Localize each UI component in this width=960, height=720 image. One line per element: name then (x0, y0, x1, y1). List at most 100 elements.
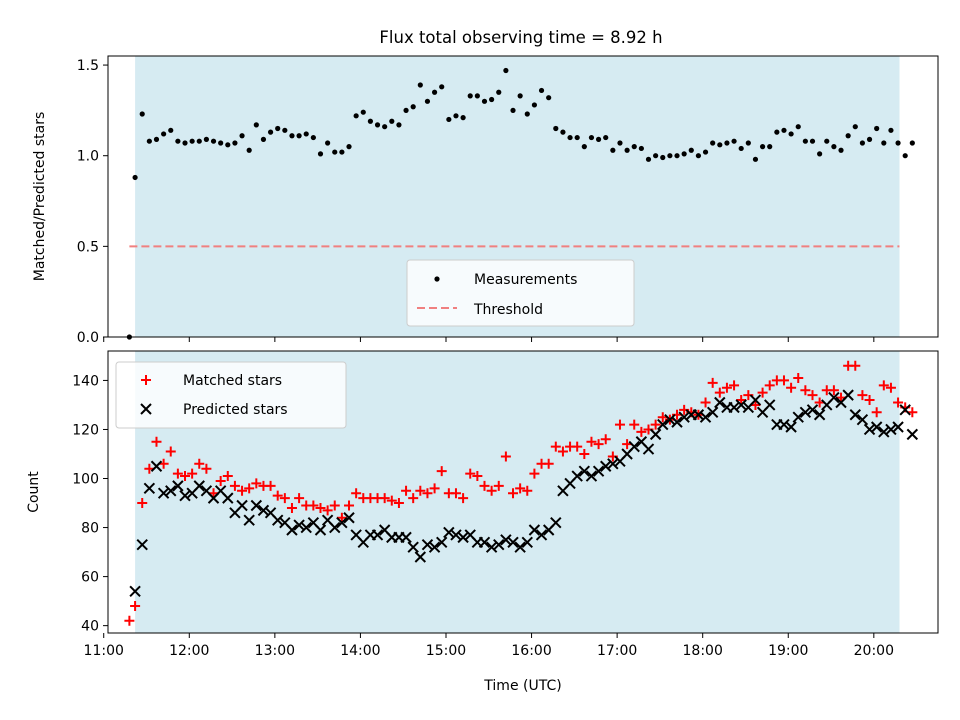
measurement-point (517, 93, 523, 99)
matched-star-point (479, 480, 490, 491)
matched-legend-label: Matched stars (183, 373, 282, 389)
measurement-point (503, 67, 509, 74)
predicted-star-point (870, 421, 883, 433)
matched-star-point (222, 471, 233, 482)
matched-star-point (315, 502, 326, 513)
matched-star-point (700, 397, 711, 408)
matched-legend-marker (141, 375, 151, 385)
matched-star-point (322, 505, 333, 516)
measurement-point (510, 107, 516, 113)
predicted-star-point (236, 499, 248, 512)
predicted-star-point (828, 391, 840, 404)
measurement-point (574, 134, 580, 141)
predicted-star-point (678, 411, 690, 423)
measurement-point (595, 136, 602, 142)
predicted-star-point (300, 521, 312, 534)
measurement-point (838, 147, 844, 153)
predicted-star-point (578, 465, 591, 477)
matched-star-point (629, 419, 640, 430)
measurement-point (546, 95, 552, 101)
matched-star-point (878, 380, 889, 391)
measurement-point (588, 134, 595, 141)
measurement-point (745, 140, 751, 146)
measurement-point (531, 102, 538, 108)
measurement-point (724, 140, 730, 146)
matched-star-point (336, 512, 347, 523)
measurement-point (467, 93, 473, 99)
count-y-axis: 40 60 80 100 120 140 (72, 373, 108, 635)
measurement-point (267, 129, 274, 135)
measurement-point (610, 147, 616, 153)
predicted-star-point (813, 409, 826, 421)
measurement-point (253, 122, 259, 128)
measurement-point (489, 96, 495, 103)
count-legend-box (115, 361, 347, 429)
predicted-star-point (193, 480, 205, 492)
matched-star-point (757, 387, 768, 398)
matched-star-point (401, 485, 412, 496)
count-panel: 40 60 80 100 120 140 11:00 12:00 13:00 14:00 15:0… (26, 350, 939, 694)
matched-star-point (871, 407, 882, 418)
predicted-star-point (885, 423, 897, 436)
predicted-star-point (585, 470, 598, 482)
measurement-point (752, 156, 759, 162)
predicted-star-point (136, 539, 148, 551)
measurement-point (617, 140, 623, 146)
count-x-tick-label-19-00: 19:00 (768, 643, 808, 659)
matched-star-point (137, 498, 148, 509)
measurement-point (410, 104, 416, 110)
measurement-point (389, 118, 395, 124)
matched-star-point (251, 478, 262, 489)
measurement-point (866, 136, 873, 142)
count-points (124, 360, 919, 626)
measurement-point (189, 138, 195, 144)
measurement-point (382, 124, 388, 130)
matched-star-point (593, 439, 604, 450)
matched-star-point (229, 480, 240, 491)
predicted-star-point (571, 470, 583, 482)
predicted-star-point (500, 534, 512, 546)
measurement-point (496, 89, 502, 95)
ratio-legend: Measurements Threshold (406, 259, 635, 327)
matched-star-point (579, 448, 590, 459)
measurement-point (603, 134, 609, 141)
ratio-panel: 0.0 0.5 1.0 1.5 Matched/Predicted stars Mea… (32, 55, 939, 346)
predicted-star-point (657, 418, 669, 431)
matched-star-point (351, 488, 362, 499)
predicted-star-point (863, 423, 876, 436)
matched-star-point (329, 500, 340, 511)
predicted-star-point (314, 524, 327, 536)
predicted-star-point (179, 489, 191, 502)
measurements-legend-marker (434, 276, 440, 282)
predicted-star-point (692, 409, 705, 421)
matched-star-point (850, 360, 861, 371)
matched-star-point (486, 485, 497, 496)
measurement-point (289, 133, 295, 139)
count-x-tick-label-18-00: 18:00 (683, 643, 723, 659)
predicted-star-point (150, 460, 163, 472)
measurement-point (225, 142, 231, 148)
predicted-star-point (436, 536, 448, 548)
matched-star-point (529, 468, 540, 479)
matched-star-point (764, 380, 775, 391)
predicted-star-point (414, 551, 427, 563)
measurement-point (182, 140, 188, 146)
predicted-star-point (842, 389, 854, 401)
measurement-point (239, 133, 245, 139)
measurement-point (339, 149, 345, 155)
measurement-point (332, 149, 338, 155)
measurement-point (581, 144, 587, 150)
measurement-point (817, 151, 823, 157)
matched-star-point (650, 419, 661, 430)
matched-star-point (344, 500, 355, 511)
matched-star-point (786, 382, 797, 393)
predicted-star-point (528, 524, 541, 536)
predicted-legend-label: Predicted stars (183, 402, 288, 418)
predicted-star-point (343, 512, 355, 524)
ratio-frame (107, 55, 939, 338)
predicted-star-point (329, 521, 341, 534)
measurement-point (909, 140, 915, 146)
matched-star-point (279, 493, 290, 504)
matched-star-point (172, 468, 183, 479)
measurement-point (831, 144, 837, 150)
